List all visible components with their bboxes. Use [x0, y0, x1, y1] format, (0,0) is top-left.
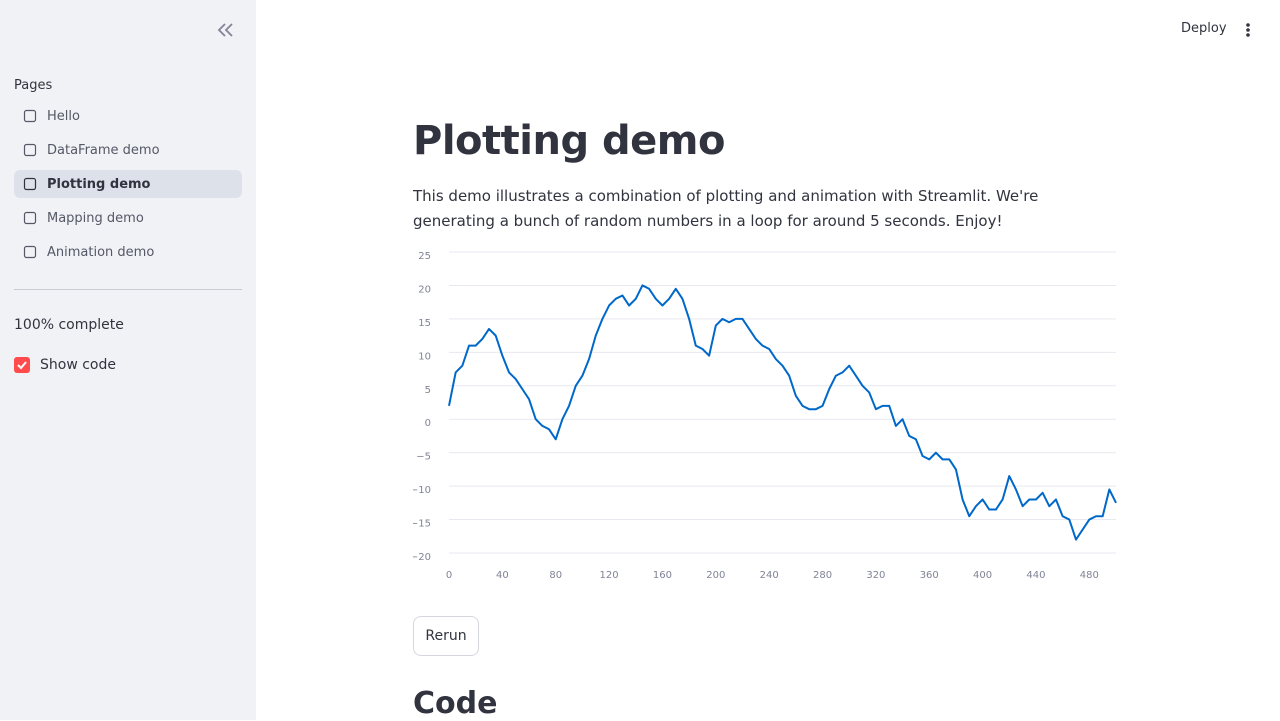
nav-icon	[23, 177, 37, 191]
x-tick-label: 400	[973, 570, 992, 581]
x-tick-label: 480	[1080, 570, 1099, 581]
page-title: Plotting demo	[413, 118, 725, 164]
nav-icon	[23, 245, 37, 259]
checkbox[interactable]: Show code	[14, 357, 116, 373]
checkbox-box[interactable]	[14, 357, 30, 373]
nav-icon	[23, 143, 37, 157]
x-tick-label: 360	[920, 570, 939, 581]
nav-item[interactable]: Hello	[14, 102, 242, 130]
nav-label[interactable]: DataFrame demo	[47, 142, 160, 158]
x-tick-label: 0	[446, 570, 452, 581]
x-tick-label: 80	[549, 570, 562, 581]
line	[448, 284, 1117, 541]
y-tick-label: −15	[413, 519, 431, 530]
nav-label[interactable]: Hello	[47, 108, 80, 124]
y-tick-label: 0	[425, 418, 431, 429]
divider	[14, 289, 242, 290]
sidebar: Pages Hello DataFrame demo Plotting demo Ma…	[0, 0, 256, 720]
x-tick-label: 240	[760, 570, 779, 581]
nav-label[interactable]: Plotting demo	[47, 176, 151, 192]
menu-button[interactable]	[1244, 22, 1252, 38]
x-tick-label: 320	[866, 570, 885, 581]
nav-item[interactable]: Mapping demo	[14, 204, 242, 232]
checkbox-label[interactable]: Show code	[40, 357, 116, 373]
chart: −20 −15 −10 −5 0 5 10 15 20 25 0 40 80 120 160 200 240 28…	[413, 251, 1117, 581]
x-tick-label: 120	[600, 570, 619, 581]
x-tick-label: 160	[653, 570, 672, 581]
x-tick-label: 440	[1026, 570, 1045, 581]
nav-item[interactable]: Animation demo	[14, 238, 242, 266]
section-label: Pages	[14, 78, 53, 93]
x-tick-label: 40	[496, 570, 509, 581]
x-tick-label: 200	[706, 570, 725, 581]
collapse-button[interactable]	[216, 20, 236, 40]
y-tick-label: 10	[418, 351, 431, 362]
nav-label[interactable]: Mapping demo	[47, 210, 144, 226]
description: This demo illustrates a combination of p…	[413, 187, 1039, 230]
nav-icon	[23, 211, 37, 225]
y-tick-label: 20	[418, 284, 431, 295]
nav-item[interactable]: DataFrame demo	[14, 136, 242, 164]
nav-icon	[23, 109, 37, 123]
progress-text: 100% complete	[14, 317, 124, 333]
nav-item[interactable]: Plotting demo	[14, 170, 242, 198]
y-tick-label: −20	[413, 552, 431, 563]
x-tick-label: 280	[813, 570, 832, 581]
rerun-button[interactable]: Rerun	[413, 616, 479, 656]
y-tick-label: −10	[413, 485, 431, 496]
y-tick-label: 25	[418, 251, 431, 262]
nav-label[interactable]: Animation demo	[47, 244, 155, 260]
y-tick-label: −5	[416, 452, 431, 463]
code-heading: Code	[413, 686, 498, 721]
deploy-button[interactable]: Deploy	[1181, 21, 1227, 36]
y-tick-label: 5	[425, 385, 431, 396]
y-tick-label: 15	[418, 318, 431, 329]
